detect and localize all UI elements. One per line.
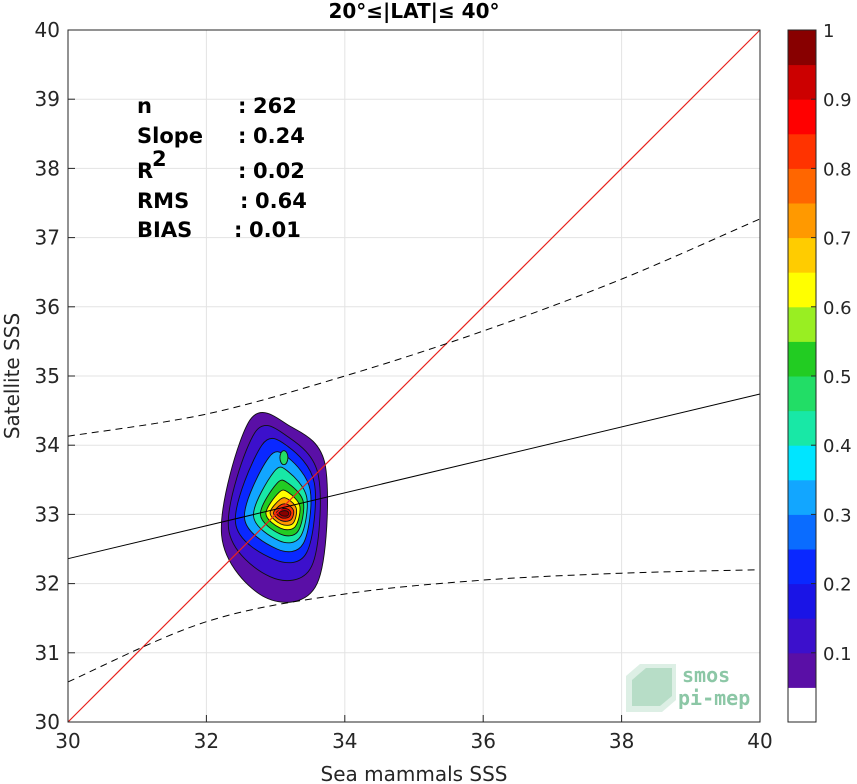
x-tick-label: 40: [747, 729, 772, 753]
upper-bound-line: [67, 218, 761, 437]
identity-line: [67, 29, 761, 723]
stat-value: 0.02: [253, 159, 305, 183]
y-tick-label: 39: [35, 87, 60, 111]
colorbar-tick-label: 0.4: [823, 436, 852, 457]
colorbar-tick-label: 0.9: [823, 90, 852, 111]
y-axis-label: Satellite SSS: [0, 313, 24, 439]
colorbar-bin: [788, 652, 816, 688]
stat-superscript: 2: [152, 147, 167, 171]
x-tick-label: 36: [470, 729, 495, 753]
colorbar-bin: [788, 687, 816, 723]
lower-bound-line: [67, 569, 761, 683]
colorbar-bin: [788, 272, 816, 308]
stat-label: RMS: [137, 189, 189, 213]
logo-icon: [626, 664, 676, 712]
y-tick-label: 36: [35, 295, 60, 319]
y-tick-label: 33: [35, 502, 60, 526]
chart-title: 20°≤|LAT|≤ 40°: [328, 0, 499, 23]
colorbar-bin: [788, 341, 816, 377]
stat-value: 0.24: [253, 124, 305, 148]
colorbar-tick-label: 0.6: [823, 298, 852, 319]
colorbar-bin: [788, 479, 816, 515]
y-tick-label: 40: [35, 18, 60, 42]
stat-label: BIAS: [137, 218, 192, 242]
density-contours: [220, 412, 328, 603]
stat-separator: :: [238, 124, 246, 148]
regression-line: [67, 393, 761, 560]
x-tick-label: 32: [194, 729, 219, 753]
smos-pimep-watermark: smos pi-mep: [626, 663, 750, 712]
x-tick-label: 30: [55, 729, 80, 753]
stat-separator: :: [238, 159, 246, 183]
y-tick-label: 32: [35, 572, 60, 596]
colorbar-bin: [788, 583, 816, 619]
y-tick-label: 35: [35, 364, 60, 388]
colorbar-tick-label: 0.8: [823, 159, 852, 180]
watermark-line1: smos: [682, 663, 730, 687]
stat-value: 262: [253, 94, 297, 118]
colorbar-tick-label: 0.3: [823, 505, 852, 526]
colorbar-tick-label: 0.7: [823, 229, 852, 250]
colorbar-tick-label: 0.2: [823, 575, 852, 596]
reference-lines: [67, 29, 761, 723]
colorbar-bin: [788, 133, 816, 169]
x-axis-label: Sea mammals SSS: [321, 762, 508, 784]
x-tick-label: 38: [609, 729, 634, 753]
colorbar: 0.1 0.2 0.3 0.4 0.5 0.6 0.7 0.8 0.9 1: [787, 21, 852, 723]
stat-separator: :: [234, 218, 242, 242]
stat-separator: :: [238, 94, 246, 118]
density-contour-level: [278, 510, 290, 517]
stat-label: Slope: [137, 124, 203, 148]
stat-value: 0.64: [255, 189, 307, 213]
y-tick-label: 37: [35, 226, 60, 250]
y-axis-ticks: 30 31 32 33 34 35 36 37 38 39 40: [35, 18, 75, 734]
y-tick-label: 30: [35, 710, 60, 734]
colorbar-bin: [788, 237, 816, 273]
colorbar-bin: [788, 410, 816, 446]
colorbar-bin: [788, 30, 816, 66]
colorbar-bin: [788, 514, 816, 550]
colorbar-bin: [788, 618, 816, 654]
colorbar-tick-label: 0.5: [823, 367, 852, 388]
stat-label: n: [137, 94, 152, 118]
colorbar-bin: [788, 99, 816, 135]
colorbar-tick-label: 0.1: [823, 644, 852, 665]
colorbar-bin: [788, 445, 816, 481]
y-tick-label: 34: [35, 433, 60, 457]
colorbar-bin: [788, 168, 816, 204]
x-tick-label: 34: [332, 729, 357, 753]
colorbar-bin: [788, 64, 816, 100]
colorbar-tick-label: 1: [823, 21, 834, 42]
y-tick-label: 38: [35, 156, 60, 180]
stat-separator: :: [240, 189, 248, 213]
stat-value: 0.01: [249, 218, 301, 242]
colorbar-bin: [788, 203, 816, 239]
x-axis-ticks: 30 32 34 36 38 40: [55, 715, 773, 753]
watermark-line2: pi-mep: [678, 686, 750, 710]
y-tick-label: 31: [35, 641, 60, 665]
density-secondary-peak: [279, 450, 289, 466]
colorbar-bin: [788, 306, 816, 342]
colorbar-bin: [788, 549, 816, 585]
colorbar-bin: [788, 376, 816, 412]
stat-label: R: [137, 159, 153, 183]
